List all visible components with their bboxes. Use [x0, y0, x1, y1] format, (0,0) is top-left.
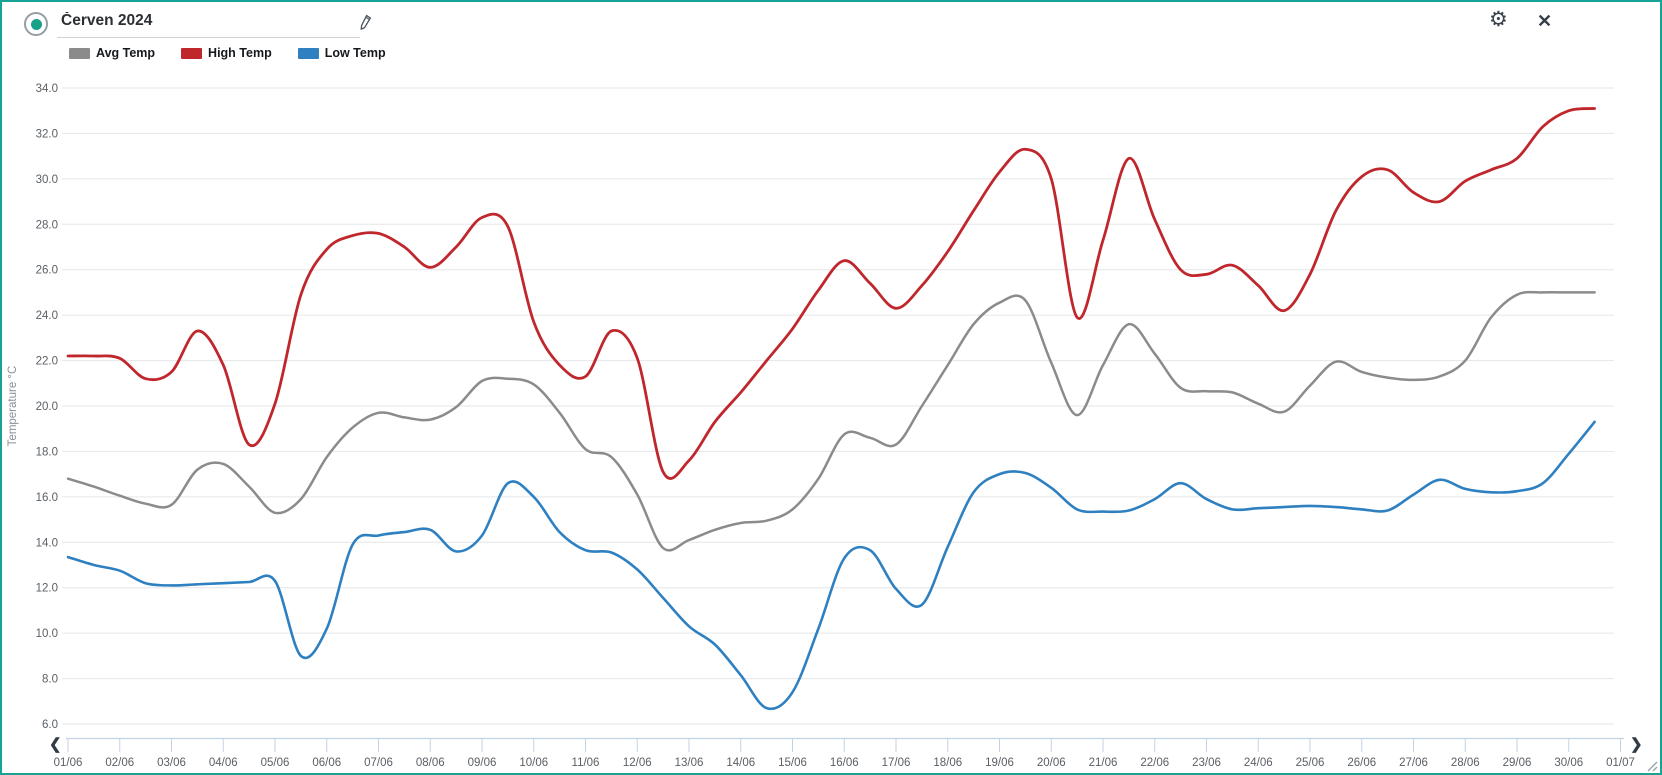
settings-button[interactable]: ⚙: [1489, 7, 1508, 33]
y-axis-tick-label: 6.0: [42, 719, 58, 731]
legend-item-high-temp[interactable]: High Temp: [181, 46, 272, 60]
x-axis-tick-label: 01/07: [1606, 757, 1635, 769]
x-axis-tick-label: 05/06: [261, 757, 290, 769]
x-axis-tick-label: 01/06: [54, 757, 83, 769]
resize-grip-icon: [1647, 761, 1658, 772]
x-axis-tick-label: 27/06: [1399, 757, 1428, 769]
x-axis-tick-label: 17/06: [882, 757, 911, 769]
chart-selected-radio[interactable]: [24, 12, 48, 36]
chart-legend: Avg Temp High Temp Low Temp: [69, 46, 386, 60]
y-axis-tick-label: 22.0: [36, 356, 58, 368]
y-axis-tick-label: 16.0: [36, 492, 58, 504]
x-axis-tick-label: 14/06: [726, 757, 755, 769]
y-axis-title: Temperature °C: [7, 366, 19, 447]
x-axis-tick-label: 22/06: [1140, 757, 1169, 769]
y-axis-tick-label: 18.0: [36, 446, 58, 458]
x-axis-tick-label: 28/06: [1451, 757, 1480, 769]
high-temp-swatch-icon: [181, 47, 203, 59]
y-axis-tick-label: 26.0: [36, 265, 58, 277]
legend-label: High Temp: [208, 46, 272, 60]
x-axis-tick-label: 25/06: [1296, 757, 1325, 769]
low-temp-swatch-icon: [297, 47, 319, 59]
series-line-high-temp: [66, 107, 1596, 480]
x-axis-tick-label: 03/06: [157, 757, 186, 769]
chevron-left-icon: ❮: [49, 736, 62, 753]
y-axis-tick-label: 30.0: [36, 174, 58, 186]
x-axis-tick-label: 19/06: [985, 757, 1014, 769]
legend-item-avg-temp[interactable]: Avg Temp: [69, 46, 155, 60]
scroll-left-button[interactable]: ❮: [49, 737, 62, 753]
y-axis-tick-label: 28.0: [36, 219, 58, 231]
x-axis-tick-label: 23/06: [1192, 757, 1221, 769]
avg-temp-swatch-icon: [69, 47, 90, 59]
legend-label: Low Temp: [324, 46, 386, 60]
x-axis-tick-label: 26/06: [1347, 757, 1376, 769]
y-axis-tick-label: 24.0: [36, 310, 58, 322]
edit-title-button[interactable]: [358, 13, 376, 33]
legend-label: Avg Temp: [96, 46, 156, 60]
x-axis-tick-label: 20/06: [1037, 757, 1066, 769]
chart-title-input[interactable]: [57, 8, 360, 38]
x-axis-tick-label: 24/06: [1244, 757, 1273, 769]
x-axis-tick-label: 04/06: [209, 757, 238, 769]
pencil-icon: [359, 14, 375, 36]
x-axis-tick-label: 10/06: [519, 757, 548, 769]
x-axis-tick-label: 07/06: [364, 757, 393, 769]
series-line-avg-temp: [66, 290, 1596, 552]
y-axis-tick-label: 34.0: [36, 83, 58, 95]
resize-handle[interactable]: [1644, 758, 1658, 773]
close-button[interactable]: ✕: [1537, 9, 1552, 33]
x-axis-tick-label: 12/06: [623, 757, 652, 769]
x-axis-tick-label: 06/06: [312, 757, 341, 769]
y-axis-tick-label: 8.0: [42, 674, 58, 686]
x-axis-tick-label: 08/06: [416, 757, 445, 769]
x-axis-tick-label: 13/06: [675, 757, 704, 769]
x-axis-tick-label: 02/06: [105, 757, 134, 769]
x-axis-tick-label: 16/06: [830, 757, 859, 769]
series-line-low-temp: [66, 420, 1596, 711]
y-axis-tick-label: 12.0: [36, 583, 58, 595]
y-axis-tick-label: 10.0: [36, 628, 58, 640]
legend-item-low-temp[interactable]: Low Temp: [297, 46, 386, 60]
x-axis-tick-label: 29/06: [1503, 757, 1532, 769]
close-icon: ✕: [1537, 11, 1553, 31]
x-axis-tick-label: 21/06: [1089, 757, 1118, 769]
scroll-right-button[interactable]: ❯: [1630, 737, 1643, 753]
gear-icon: ⚙: [1489, 8, 1508, 31]
x-axis-tick-label: 15/06: [778, 757, 807, 769]
x-axis-tick-label: 30/06: [1554, 757, 1583, 769]
radio-dot-icon: [30, 18, 42, 30]
y-axis-tick-label: 32.0: [36, 128, 58, 140]
y-axis-tick-label: 14.0: [36, 537, 58, 549]
x-axis-tick-label: 18/06: [933, 757, 962, 769]
y-axis-tick-label: 20.0: [36, 401, 58, 413]
x-axis-tick-label: 09/06: [468, 757, 497, 769]
chevron-right-icon: ❯: [1630, 736, 1643, 753]
x-axis-tick-label: 11/06: [572, 757, 600, 769]
